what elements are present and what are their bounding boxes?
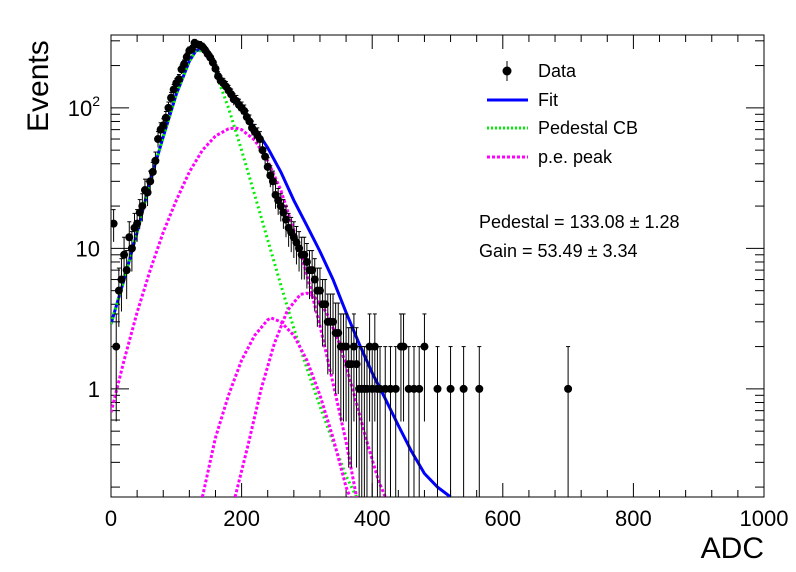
data-point [399, 342, 408, 351]
data-point [159, 121, 168, 130]
data-point [261, 152, 270, 161]
data-point [263, 162, 272, 171]
data-point [276, 202, 285, 211]
legend-data-marker [502, 66, 512, 76]
x-tick-label: 200 [223, 506, 260, 531]
data-point [415, 384, 424, 393]
x-tick-label: 600 [484, 506, 521, 531]
data-point [433, 384, 442, 393]
data-point [122, 266, 131, 275]
data-point [148, 167, 157, 176]
legend-label-data: Data [538, 61, 577, 81]
legend-item-fit: Fit [487, 90, 558, 110]
data-point [120, 250, 129, 259]
y-tick-label: 102 [68, 93, 100, 121]
data-point [125, 233, 134, 242]
x-tick-label: 1000 [740, 506, 789, 531]
data-point [321, 300, 330, 309]
x-tick-label: 400 [354, 506, 391, 531]
legend: Data Fit Pedestal CB p.e. peak [487, 61, 638, 167]
legend-label-fit: Fit [538, 90, 558, 110]
data-point [146, 177, 155, 186]
data-point [143, 188, 152, 197]
x-tick-label: 0 [105, 506, 117, 531]
y-tick-label: 1 [88, 377, 100, 402]
data-point [133, 219, 142, 228]
legend-item-pe-peak: p.e. peak [487, 147, 613, 167]
y-tick-label-base: 10 [68, 96, 92, 121]
data-point [114, 286, 123, 295]
data-point [420, 342, 429, 351]
data-point [255, 135, 264, 144]
data-points [111, 38, 573, 497]
y-tick-label-base: 1 [88, 377, 100, 402]
x-tick-label: 800 [615, 506, 652, 531]
data-point [349, 342, 358, 351]
data-point [459, 384, 468, 393]
data-point [308, 266, 317, 275]
data-point [135, 208, 144, 217]
data-point [315, 286, 324, 295]
y-axis-title: Events [22, 40, 55, 132]
data-point [151, 156, 160, 165]
data-point [564, 384, 573, 393]
data-point [370, 342, 379, 351]
data-point [302, 257, 311, 266]
data-point [164, 103, 173, 112]
data-point [295, 244, 304, 253]
y-tick-label: 10 [76, 236, 100, 261]
data-point [211, 64, 220, 73]
data-point [391, 384, 400, 393]
y-tick-label-exponent: 2 [92, 93, 100, 109]
data-point [111, 219, 118, 228]
legend-label-pe-peak: p.e. peak [538, 147, 613, 167]
data-point [180, 60, 189, 69]
data-point [334, 328, 343, 337]
y-tick-label-base: 10 [76, 236, 100, 261]
pedestal-annotation: Pedestal = 133.08 ± 1.28 [479, 212, 680, 232]
data-point [138, 202, 147, 211]
curve-p-e-peak [233, 291, 387, 497]
data-point [279, 208, 288, 217]
data-point [475, 384, 484, 393]
legend-item-data: Data [502, 61, 577, 81]
data-point [329, 317, 338, 326]
data-point [169, 85, 178, 94]
data-point [342, 342, 351, 351]
data-point [167, 93, 176, 102]
data-point [187, 45, 196, 54]
data-point [300, 250, 309, 259]
data-point [282, 215, 291, 224]
data-point [161, 113, 170, 122]
data-point [154, 135, 163, 144]
curve-p-e-peak [200, 316, 352, 497]
data-point [352, 360, 361, 369]
x-axis-title: ADC [701, 532, 764, 565]
data-point [174, 75, 183, 84]
data-point [182, 53, 191, 62]
data-point [240, 106, 249, 115]
data-point [112, 342, 121, 351]
data-point [117, 275, 126, 284]
data-point [310, 275, 319, 284]
gain-annotation: Gain = 53.49 ± 3.34 [479, 241, 638, 261]
data-point [446, 384, 455, 393]
curve-p-e-peak [111, 126, 358, 497]
legend-item-pedestal-cb: Pedestal CB [487, 118, 638, 138]
legend-label-pedestal-cb: Pedestal CB [538, 118, 638, 138]
data-point [245, 117, 254, 126]
data-point [127, 244, 136, 253]
